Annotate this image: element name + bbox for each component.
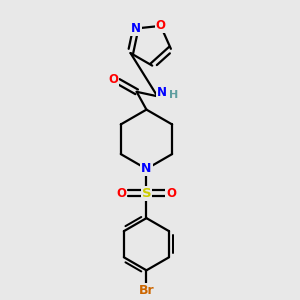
Text: H: H <box>169 90 178 100</box>
Text: O: O <box>156 20 166 32</box>
Text: S: S <box>142 187 151 200</box>
Text: N: N <box>141 162 152 176</box>
Text: O: O <box>166 187 176 200</box>
Text: O: O <box>108 74 118 86</box>
Text: Br: Br <box>139 284 154 297</box>
Text: N: N <box>131 22 141 35</box>
Text: O: O <box>116 187 127 200</box>
Text: N: N <box>157 86 167 99</box>
